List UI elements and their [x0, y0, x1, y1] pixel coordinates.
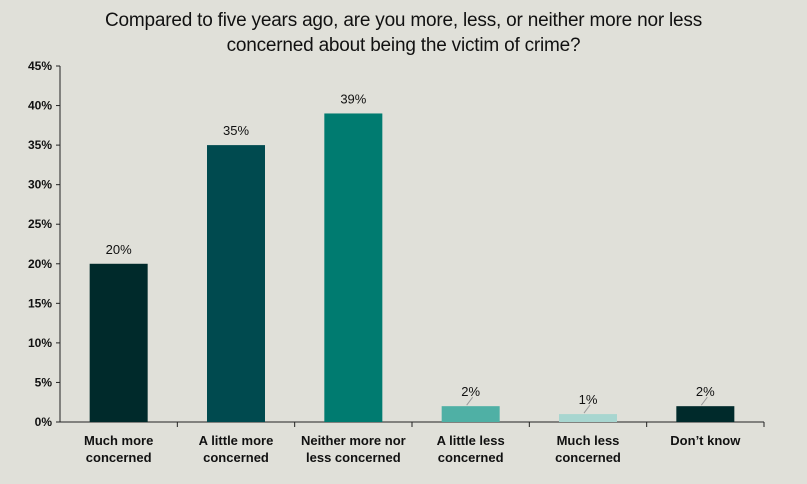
- bar: [324, 113, 383, 422]
- category-label: concerned: [555, 450, 621, 465]
- bar: [441, 406, 500, 422]
- y-tick-label: 5%: [35, 375, 53, 389]
- chart-title: Compared to five years ago, are you more…: [0, 8, 807, 58]
- chart-title-line-2: concerned about being the victim of crim…: [226, 35, 581, 56]
- category-label: Much less: [557, 433, 620, 448]
- y-tick-label: 10%: [28, 336, 52, 350]
- y-tick-label: 45%: [28, 59, 52, 73]
- y-tick-label: 20%: [28, 257, 52, 271]
- data-label: 20%: [106, 242, 132, 257]
- chart-title-line-1: Compared to five years ago, are you more…: [104, 10, 703, 31]
- category-label: less concerned: [306, 450, 401, 465]
- y-tick-label: 40%: [28, 99, 52, 113]
- data-label: 2%: [696, 384, 715, 399]
- data-label-leader: [466, 396, 474, 406]
- y-tick-label: 30%: [28, 178, 52, 192]
- y-tick-label: 15%: [28, 296, 52, 310]
- y-tick-label: 0%: [35, 415, 53, 429]
- data-label: 1%: [579, 392, 598, 407]
- bar: [559, 414, 617, 422]
- y-tick-label: 25%: [28, 217, 52, 231]
- category-label: A little more: [199, 433, 274, 448]
- bar: [207, 145, 265, 422]
- category-label: Don’t know: [670, 433, 741, 448]
- data-label-leader: [700, 396, 708, 406]
- category-label: Much more: [84, 433, 153, 448]
- data-label-leader: [583, 404, 591, 414]
- category-label: concerned: [203, 450, 269, 465]
- bar: [89, 263, 148, 422]
- category-label: concerned: [86, 450, 152, 465]
- bar: [676, 406, 735, 422]
- category-label: concerned: [438, 450, 504, 465]
- category-label: A little less: [437, 433, 505, 448]
- data-label: 39%: [340, 91, 366, 106]
- data-label: 2%: [461, 384, 480, 399]
- y-tick-label: 35%: [28, 138, 52, 152]
- category-label: Neither more nor: [301, 433, 406, 448]
- data-label: 35%: [223, 123, 249, 138]
